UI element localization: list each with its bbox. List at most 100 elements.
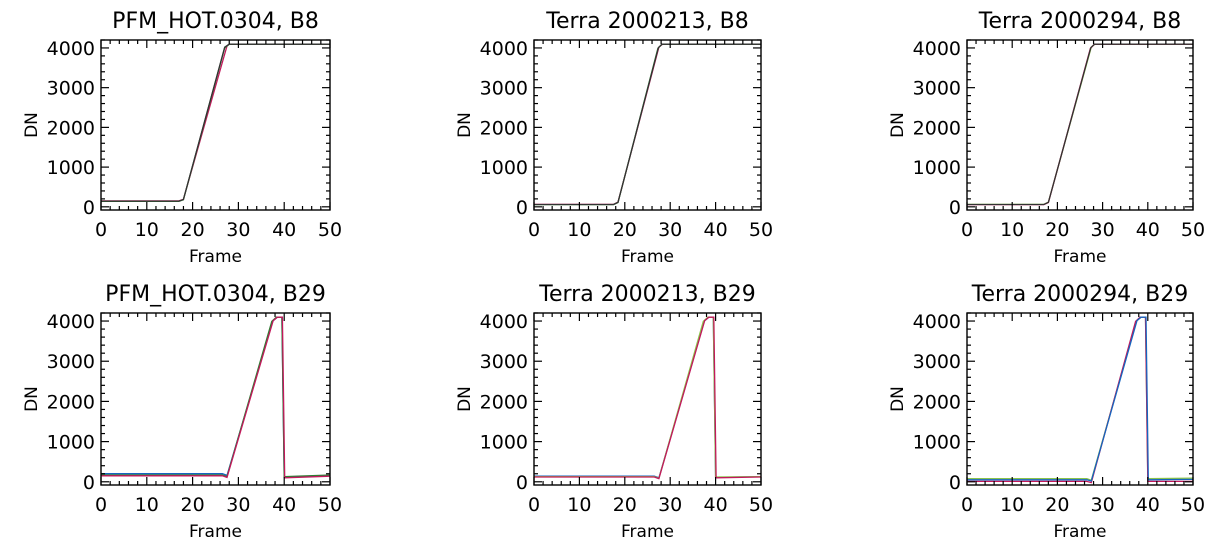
x-tick-label: 0: [528, 219, 540, 241]
x-tick-label: 10: [567, 219, 591, 241]
x-tick-label: 30: [658, 219, 682, 241]
x-tick-label: 10: [567, 494, 591, 516]
x-tick-label: 0: [961, 494, 973, 516]
chart-panel-1: PFM_HOT.0304, B8 0 10 20 30 40 50 0 1000 2000 3000…: [22, 9, 342, 267]
y-tick-label: 0: [83, 197, 95, 219]
series-line-2: [967, 43, 1193, 206]
y-tick-label: 1000: [480, 432, 528, 454]
y-tick-label: 4000: [913, 38, 961, 60]
chart-title: Terra 2000294, B8: [978, 9, 1181, 34]
plot-frame: [533, 39, 762, 211]
y-tick-label: 3000: [913, 351, 961, 373]
plot-frame: [100, 312, 331, 486]
x-tick-label: 20: [181, 494, 205, 516]
x-axis-label: Frame: [621, 247, 674, 267]
plot-frame: [533, 312, 762, 486]
y-tick-label: 4000: [913, 311, 961, 333]
plot-frame: [100, 39, 331, 211]
plot-frame: [966, 39, 1194, 211]
x-tick-label: 10: [135, 219, 159, 241]
x-tick-label: 50: [749, 494, 773, 516]
y-tick-label: 1000: [47, 432, 95, 454]
x-tick-label: 20: [613, 494, 637, 516]
x-tick-label: 30: [658, 494, 682, 516]
series-line-1: [534, 316, 762, 479]
x-tick-label: 20: [181, 219, 205, 241]
x-axis-label: Frame: [621, 522, 674, 542]
y-tick-label: 3000: [47, 78, 95, 100]
y-tick-label: 4000: [480, 38, 528, 60]
y-tick-label: 3000: [913, 78, 961, 100]
chart-title: Terra 2000213, B29: [538, 282, 755, 307]
series-line-3: [967, 316, 1194, 482]
x-tick-label: 40: [272, 219, 296, 241]
series-line-3: [101, 316, 331, 479]
series-line-1: [101, 316, 331, 478]
x-tick-label: 50: [1181, 494, 1205, 516]
y-tick-label: 0: [516, 197, 528, 219]
x-tick-label: 0: [95, 219, 107, 241]
series-line-2: [101, 43, 330, 202]
x-tick-label: 20: [613, 219, 637, 241]
series-line-1: [101, 43, 330, 202]
y-tick-label: 1000: [913, 432, 961, 454]
chart-title: Terra 2000294, B29: [971, 282, 1188, 307]
series-line-1: [967, 316, 1194, 482]
x-tick-label: 0: [95, 494, 107, 516]
series-line-2: [967, 316, 1193, 484]
y-tick-label: 1000: [47, 157, 95, 179]
x-tick-label: 30: [1091, 219, 1115, 241]
x-tick-label: 40: [1136, 219, 1160, 241]
chart-panel-2: Terra 2000213, B8 0 10 20 30 40 50 0 1000 2000 300…: [455, 9, 773, 267]
chart-panel-5: Terra 2000213, B29 0 10 20 30 40 50 0 1000 2000 30…: [455, 282, 773, 542]
x-tick-label: 10: [1000, 494, 1024, 516]
x-tick-label: 40: [704, 219, 728, 241]
plot-frame: [966, 312, 1194, 486]
chart-title: Terra 2000213, B8: [545, 9, 748, 34]
x-tick-label: 10: [1000, 219, 1024, 241]
x-tick-label: 50: [1181, 219, 1205, 241]
chart-title: PFM_HOT.0304, B29: [105, 282, 326, 307]
series-line-3: [534, 43, 761, 206]
series-line-1: [534, 43, 761, 206]
x-tick-label: 40: [704, 494, 728, 516]
chart-panel-4: PFM_HOT.0304, B29 0 10 20 30 40 50 0 1000 2000 300…: [22, 282, 342, 542]
series-line-3: [967, 43, 1193, 206]
x-axis-label: Frame: [189, 522, 242, 542]
y-axis-label: DN: [22, 112, 42, 138]
x-tick-label: 50: [318, 494, 342, 516]
x-tick-label: 30: [226, 219, 250, 241]
y-tick-label: 1000: [913, 157, 961, 179]
y-tick-label: 2000: [47, 391, 95, 413]
x-tick-label: 0: [528, 494, 540, 516]
x-tick-label: 30: [226, 494, 250, 516]
y-tick-label: 2000: [913, 117, 961, 139]
y-tick-label: 3000: [480, 351, 528, 373]
y-tick-label: 0: [516, 472, 528, 494]
y-tick-label: 2000: [480, 391, 528, 413]
y-tick-label: 0: [949, 197, 961, 219]
x-tick-label: 10: [135, 494, 159, 516]
y-tick-label: 3000: [480, 78, 528, 100]
y-tick-label: 3000: [47, 351, 95, 373]
x-tick-label: 40: [272, 494, 296, 516]
y-tick-label: 4000: [47, 38, 95, 60]
x-tick-label: 50: [749, 219, 773, 241]
x-axis-label: Frame: [1054, 522, 1107, 542]
y-axis-label: DN: [888, 386, 908, 412]
chart-panel-3: Terra 2000294, B8 0 10 20 30 40 50 0 1000 2000 300…: [888, 9, 1205, 267]
chart-title: PFM_HOT.0304, B8: [112, 9, 319, 34]
series-line-2: [534, 43, 761, 206]
x-tick-label: 0: [961, 219, 973, 241]
chart-panel-6: Terra 2000294, B29 0 10 20 30 40 50 0 1000 2000 30…: [888, 282, 1205, 542]
y-tick-label: 2000: [480, 117, 528, 139]
series-line-1: [967, 43, 1193, 206]
series-line-3: [101, 43, 330, 202]
series-line-2: [534, 316, 762, 480]
y-tick-label: 4000: [47, 311, 95, 333]
x-tick-label: 30: [1091, 494, 1115, 516]
x-tick-label: 20: [1045, 494, 1069, 516]
x-tick-label: 20: [1045, 219, 1069, 241]
y-axis-label: DN: [22, 386, 42, 412]
